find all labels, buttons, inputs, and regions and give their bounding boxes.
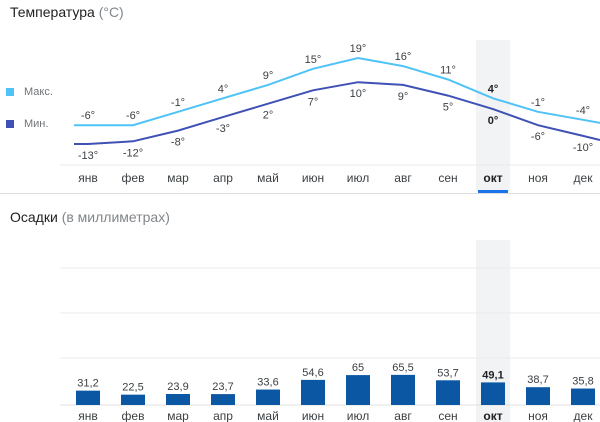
- temperature-title-text: Температура: [10, 4, 95, 20]
- precipitation-title: Осадки (в миллиметрах): [10, 209, 170, 225]
- min-temp-label-ноя: -6°: [531, 131, 545, 143]
- temp-month-мар: мар: [167, 171, 189, 185]
- precip-label-мар: 23,9: [167, 381, 188, 393]
- precip-bar-май: [256, 389, 280, 405]
- precip-label-ноя: 38,7: [527, 374, 548, 386]
- precip-month-июн: июн: [302, 409, 324, 422]
- temp-month-фев: фев: [122, 171, 145, 185]
- precip-month-мар: мар: [167, 409, 189, 422]
- precip-month-сен: сен: [438, 409, 457, 422]
- legend-max-swatch: [6, 88, 14, 96]
- min-temp-label-авг: 9°: [398, 91, 409, 103]
- max-temp-label-май: 9°: [263, 70, 274, 82]
- precip-label-июл: 65: [352, 362, 364, 374]
- temperature-unit: (°C): [98, 4, 124, 20]
- precipitation-unit: (в миллиметрах): [61, 209, 170, 225]
- legend-min-swatch: [6, 120, 14, 128]
- precip-bar-апр: [211, 394, 235, 405]
- precip-month-ноя: ноя: [528, 409, 548, 422]
- min-temp-label-апр: -3°: [216, 123, 230, 135]
- temp-month-сен: сен: [438, 171, 457, 185]
- legend-max-label: Макс.: [24, 86, 53, 98]
- precip-month-фев: фев: [122, 409, 145, 422]
- precip-bar-фев: [121, 394, 145, 405]
- max-temp-label-ноя: -1°: [531, 97, 545, 109]
- max-temp-label-июн: 15°: [305, 54, 322, 66]
- precip-month-июл: июл: [347, 409, 369, 422]
- legend-min: Мин.: [6, 118, 48, 130]
- max-temp-label-окт: 4°: [488, 83, 499, 95]
- precip-month-янв: янв: [78, 409, 98, 422]
- max-temp-label-июл: 19°: [350, 43, 367, 55]
- precip-month-апр: апр: [213, 409, 233, 422]
- temp-month-июл: июл: [347, 171, 369, 185]
- precip-bar-дек: [571, 388, 595, 405]
- precip-label-авг: 65,5: [392, 362, 413, 374]
- selected-column-temp: [476, 40, 510, 192]
- temp-month-дек: дек: [574, 171, 594, 185]
- min-temp-label-июл: 10°: [350, 88, 367, 100]
- max-temp-label-авг: 16°: [395, 51, 412, 63]
- precip-label-май: 33,6: [257, 377, 278, 389]
- precip-bar-июл: [346, 375, 370, 405]
- precip-bar-мар: [166, 394, 190, 405]
- precip-bar-янв: [76, 390, 100, 405]
- max-temp-label-сен: 11°: [440, 65, 456, 77]
- temp-month-апр: апр: [213, 171, 233, 185]
- max-temp-label-апр: 4°: [218, 83, 229, 95]
- precip-bar-ноя: [526, 387, 550, 405]
- precip-label-окт: 49,1: [482, 369, 503, 381]
- temp-month-июн: июн: [302, 171, 324, 185]
- temp-month-ноя: ноя: [528, 171, 548, 185]
- precip-bar-авг: [391, 374, 415, 405]
- precip-month-май: май: [257, 409, 279, 422]
- min-temp-label-май: 2°: [263, 110, 274, 122]
- precip-month-авг: авг: [394, 409, 412, 422]
- precip-label-апр: 23,7: [212, 381, 233, 393]
- precipitation-title-text: Осадки: [10, 209, 58, 225]
- temp-month-май: май: [257, 171, 279, 185]
- selected-month-underline: [478, 190, 508, 193]
- min-temp-label-дек: -10°: [573, 142, 593, 154]
- temp-month-авг: авг: [394, 171, 412, 185]
- precip-label-фев: 22,5: [122, 382, 143, 394]
- temp-month-янв: янв: [78, 171, 98, 185]
- max-temp-label-янв: -6°: [81, 110, 95, 122]
- min-temp-label-янв: -13°: [78, 150, 98, 162]
- precip-bar-окт: [481, 382, 505, 405]
- max-temp-label-фев: -6°: [126, 110, 140, 122]
- temp-month-окт: окт: [483, 171, 502, 185]
- legend-min-label: Мин.: [24, 118, 49, 130]
- max-temp-label-мар: -1°: [171, 97, 185, 109]
- section-divider: [0, 193, 600, 194]
- precip-month-окт: окт: [483, 409, 502, 422]
- min-temp-label-сен: 5°: [443, 102, 454, 114]
- precip-label-дек: 35,8: [572, 376, 593, 388]
- max-temp-line: [74, 56, 600, 127]
- min-temp-label-мар: -8°: [171, 137, 185, 149]
- min-temp-label-июн: 7°: [308, 96, 319, 108]
- precip-bar-июн: [301, 379, 325, 405]
- max-temp-label-дек: -4°: [576, 105, 590, 117]
- min-temp-line: [74, 81, 600, 145]
- min-temp-label-окт: 0°: [488, 115, 499, 127]
- precip-label-янв: 31,2: [77, 378, 98, 390]
- precip-bar-сен: [436, 380, 460, 405]
- precip-label-июн: 54,6: [302, 367, 323, 379]
- legend-max: Макс.: [6, 86, 53, 98]
- precip-month-дек: дек: [574, 409, 594, 422]
- precip-label-сен: 53,7: [437, 367, 458, 379]
- min-temp-label-фев: -12°: [123, 147, 143, 159]
- temperature-title: Температура (°C): [10, 4, 124, 20]
